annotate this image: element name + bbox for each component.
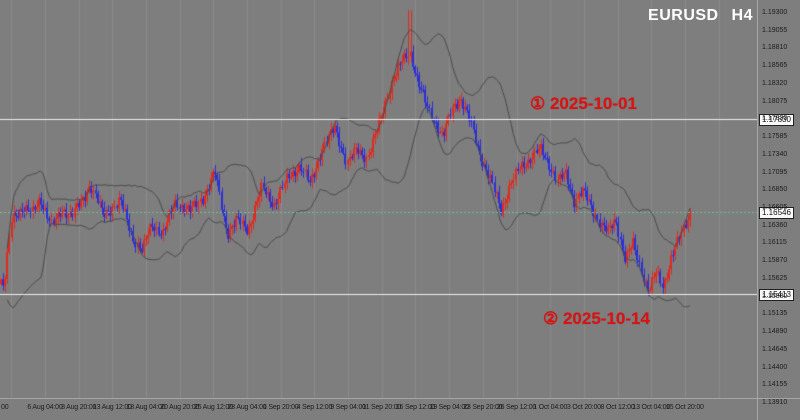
price-axis-label: 1.14890 bbox=[762, 328, 788, 336]
time-axis-label: 13 Aug 12:00 bbox=[92, 404, 132, 411]
price-axis-label: 1.14645 bbox=[762, 345, 788, 353]
time-axis-label: 1 Sep 20:00 bbox=[262, 404, 299, 411]
time-axis-label: 8 Oct 12:00 bbox=[600, 404, 635, 411]
price-axis-label: 1.19300 bbox=[762, 9, 788, 16]
price-tag-bid: 1.16546 bbox=[759, 207, 794, 220]
time-axis-label: 25 Aug 12:00 bbox=[193, 404, 233, 411]
time-axis-label: 28 Aug 04:00 bbox=[227, 404, 267, 411]
time-axis-label: 00 bbox=[1, 404, 9, 411]
time-axis-label: 3 Oct 20:00 bbox=[566, 404, 601, 411]
price-axis-label: 1.15380 bbox=[762, 292, 788, 300]
price-axis-label: 1.16115 bbox=[762, 239, 787, 247]
price-axis-label: 1.16605 bbox=[762, 203, 788, 211]
price-axis-label: 1.18075 bbox=[762, 97, 788, 105]
price-axis-label: 1.15870 bbox=[762, 257, 788, 265]
annotation-date-2[interactable]: ② 2025-10-14 bbox=[543, 309, 650, 328]
time-axis-label: 8 Aug 20:00 bbox=[61, 404, 97, 411]
time-axis-label: 23 Sep 20:00 bbox=[463, 404, 503, 411]
price-axis-label: 1.17095 bbox=[762, 168, 788, 176]
axis-separator-horizontal bbox=[0, 398, 800, 399]
time-axis[interactable]: 00 6 Aug 04:00 8 Aug 20:00 13 Aug 12:00 18 A… bbox=[0, 401, 757, 420]
price-tag-resistance: 1.17830 bbox=[759, 114, 794, 127]
price-chart-canvas[interactable] bbox=[0, 0, 757, 398]
time-axis-label: 13 Oct 04:00 bbox=[632, 404, 671, 411]
chart-symbol-title: EURUSD H4 bbox=[648, 7, 753, 24]
price-axis-label: 1.15135 bbox=[762, 310, 788, 318]
price-axis-label: 1.15625 bbox=[762, 274, 788, 282]
time-axis-label: 1 Oct 04:00 bbox=[533, 404, 568, 411]
axis-separator-vertical bbox=[757, 0, 758, 420]
time-axis-label: 19 Sep 04:00 bbox=[429, 404, 469, 411]
time-axis-label: 4 Sep 12:00 bbox=[296, 404, 333, 411]
time-axis-label: 26 Sep 12:00 bbox=[496, 404, 537, 411]
price-axis-label: 1.17340 bbox=[762, 150, 788, 158]
time-axis-label: 20 Aug 20:00 bbox=[160, 404, 200, 411]
time-axis-label: 6 Aug 04:00 bbox=[27, 404, 63, 411]
time-axis-label: 9 Sep 04:00 bbox=[330, 404, 366, 411]
time-axis-label: 18 Aug 04:00 bbox=[126, 404, 166, 411]
price-axis-label: 1.17830 bbox=[762, 115, 788, 123]
time-axis-label: 15 Oct 20:00 bbox=[666, 404, 704, 411]
price-axis-label: 1.14400 bbox=[762, 363, 788, 371]
price-axis-label: 1.18810 bbox=[762, 44, 788, 52]
price-axis-label: 1.16850 bbox=[762, 186, 788, 194]
price-axis-label: 1.13910 bbox=[762, 398, 788, 406]
time-axis-label: 16 Sep 12:00 bbox=[395, 404, 436, 411]
price-axis-label: 1.17585 bbox=[762, 133, 788, 141]
price-axis-label: 1.18565 bbox=[762, 62, 788, 70]
price-axis-label: 1.16360 bbox=[762, 221, 788, 229]
price-axis-label: 1.14155 bbox=[762, 381, 788, 389]
time-axis-label: 11 Sep 20:00 bbox=[362, 404, 402, 411]
price-axis-label: 1.19055 bbox=[762, 26, 788, 34]
annotation-date-1[interactable]: ① 2025-10-01 bbox=[530, 94, 637, 113]
price-tag-support: 1.15413 bbox=[759, 289, 794, 302]
price-axis[interactable]: 1.17830 1.16546 1.15413 1.19300 1.19055 1.… bbox=[758, 0, 800, 420]
price-axis-label: 1.18320 bbox=[762, 79, 788, 87]
